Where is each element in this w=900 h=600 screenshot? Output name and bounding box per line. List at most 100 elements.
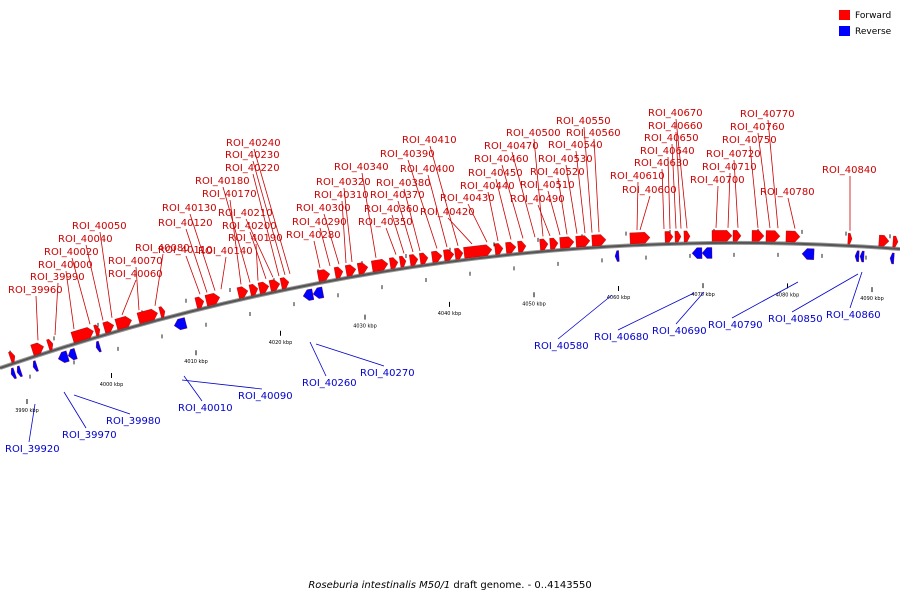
legend-forward-swatch [839,10,850,20]
forward-label-leader [533,138,544,237]
forward-gene-arrow [711,230,733,242]
forward-label-leader [767,119,779,229]
reverse-label-leader [73,394,131,415]
forward-label-leader [757,132,771,229]
forward-gene-arrow [419,252,429,265]
genes [8,230,899,380]
forward-label-leader [361,172,377,258]
forward-label-leader [35,295,39,341]
forward-gene-label: ROI_40020 [44,247,99,258]
reverse-gene-arrow [801,248,815,260]
forward-gene-arrow [454,247,464,260]
forward-gene-label: ROI_40410 [402,135,457,146]
forward-label-leader [447,217,473,245]
forward-label-leader [189,213,216,291]
forward-gene-label: ROI_40540 [548,140,603,151]
axis-tick-label: 4020 kbp [269,340,293,346]
forward-gene-arrow [539,238,549,251]
forward-gene-label: ROI_40390 [380,149,435,160]
forward-gene-label: ROI_40290 [292,217,347,228]
forward-gene-label: ROI_40230 [225,150,280,161]
forward-label-leader [407,159,438,249]
forward-gene-arrow [389,257,399,270]
map-caption: Roseburia intestinalis M50/1 draft genom… [308,580,591,591]
reverse-label-leader [731,281,799,319]
forward-gene-arrow [409,254,419,267]
forward-label-leader [99,231,113,318]
axis-tick-label: 4000 kbp [100,382,124,388]
forward-gene-label: ROI_40180 [195,176,250,187]
reverse-gene-arrow [58,350,70,363]
forward-gene-arrow [333,266,344,279]
forward-gene-arrow [683,230,691,243]
forward-gene-label: ROI_40760 [730,122,785,133]
forward-gene-arrow [751,230,765,242]
forward-gene-arrow [785,230,801,243]
backbone-line [0,241,900,369]
reverse-gene-arrow [67,348,78,361]
forward-label-leader [135,266,140,311]
forward-label-leader [639,195,651,231]
forward-label-leader [341,200,347,264]
axis-tick-label: 3990 kbp [15,408,39,414]
forward-gene-label: ROI_40430 [440,193,495,204]
reverse-gene-label: ROI_39970 [62,430,117,441]
forward-label-leader [397,200,414,253]
forward-gene-label: ROI_40340 [334,162,389,173]
forward-gene-label: ROI_40110 [158,245,213,256]
forward-label-leader [343,187,353,262]
reverse-label-leader [849,271,863,309]
forward-label-leader [220,256,227,290]
forward-label-leader [427,174,448,248]
forward-label-leader [487,191,499,242]
forward-label-leader [675,131,682,229]
legend-reverse-swatch [839,26,850,36]
reverse-gene-arrow [302,288,315,301]
forward-gene-label: ROI_40640 [640,146,695,157]
reverse-label-leader [28,403,36,443]
forward-gene-label: ROI_40310 [314,190,369,201]
forward-gene-arrow [878,234,890,247]
forward-gene-label: ROI_40770 [740,109,795,120]
reverse-gene-label: ROI_40850 [768,314,823,325]
reverse-label-leader [557,294,613,340]
forward-gene-label: ROI_40060 [108,269,163,280]
forward-gene-label: ROI_40520 [530,167,585,178]
forward-label-leader [222,186,251,283]
forward-gene-label: ROI_40210 [218,208,273,219]
forward-gene-arrow [505,241,517,254]
reverse-label-leader [63,391,87,429]
forward-gene-label: ROI_40040 [58,234,113,245]
forward-gene-label: ROI_40750 [722,135,777,146]
forward-gene-label: ROI_40070 [108,256,163,267]
forward-gene-label: ROI_40240 [226,138,281,149]
reverse-gene-arrow [32,360,39,372]
forward-gene-arrow [629,232,651,245]
forward-gene-arrow [399,255,407,268]
caption-organism: Roseburia intestinalis M50/1 [308,580,450,591]
forward-gene-arrow [431,250,443,263]
forward-label-leader [185,228,208,293]
forward-gene-label: ROI_40470 [484,141,539,152]
forward-label-leader [71,257,91,325]
forward-gene-label: ROI_40300 [296,203,351,214]
forward-gene-label: ROI_40000 [38,260,93,271]
forward-label-leader [245,218,274,278]
axis-tick-label: 4060 kbp [607,295,631,301]
reverse-label-leader [791,273,859,313]
reverse-gene-arrow [95,340,102,353]
forward-gene-label: ROI_40530 [538,154,593,165]
caption-rest: draft genome. - 0..4143550 [450,580,591,591]
backbone [0,240,900,370]
reverse-label-leader [309,341,327,377]
reverse-gene-label: ROI_40860 [826,310,881,321]
forward-gene-arrow [158,306,166,318]
forward-label-leader [537,204,551,236]
reverse-gene-label: ROI_39980 [106,416,161,427]
legend: Forward Reverse [839,10,892,37]
forward-gene-arrow [248,284,259,296]
forward-gene-arrow [575,235,591,248]
reverse-gene-arrow [701,247,713,259]
